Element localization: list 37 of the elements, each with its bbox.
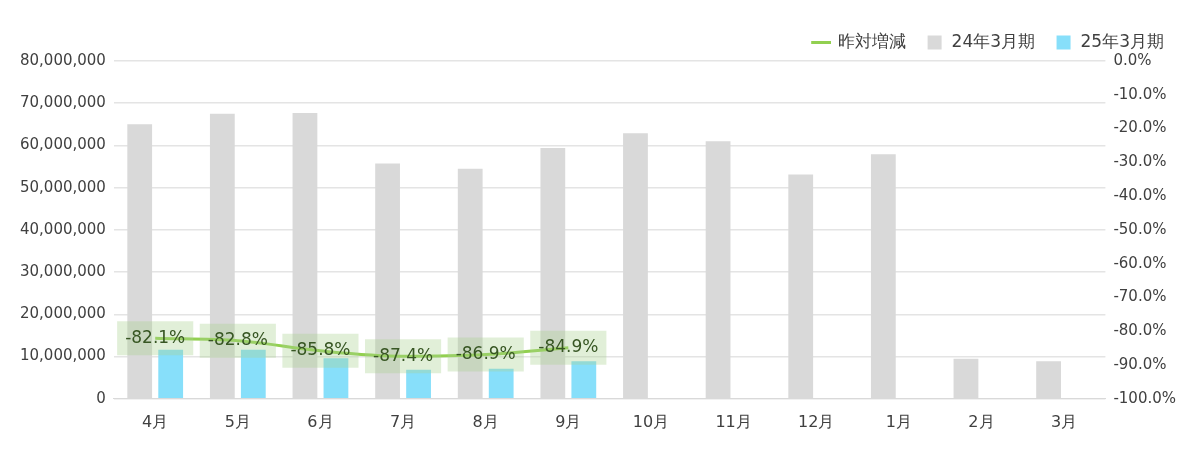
x-tick-label: 3月 xyxy=(1050,411,1078,431)
x-tick-label: 7月 xyxy=(389,411,417,431)
x-tick-label: 8月 xyxy=(472,411,499,431)
x-tick-label: 4月 xyxy=(142,411,169,431)
y2-tick-label: 0.0% xyxy=(1113,50,1152,69)
y2-tick-label: -30.0% xyxy=(1113,152,1167,171)
data-label: -82.1% xyxy=(125,326,186,347)
y-tick-label: 80,000,000 xyxy=(19,50,106,69)
y-tick-label: 70,000,000 xyxy=(19,93,106,112)
y-tick-label: 50,000,000 xyxy=(19,177,106,196)
x-tick-label: 5月 xyxy=(224,411,251,431)
legend-label: 24年3月期 xyxy=(951,30,1036,51)
y2-tick-label: -20.0% xyxy=(1113,118,1167,137)
x-tick-label: 1月 xyxy=(885,411,912,431)
y-tick-label: 60,000,000 xyxy=(19,135,106,154)
x-tick-label: 6月 xyxy=(307,411,334,431)
y-tick-label: 10,000,000 xyxy=(19,346,106,365)
x-tick-label: 2月 xyxy=(968,411,995,431)
y2-tick-label: -70.0% xyxy=(1113,287,1167,306)
y-tick-label: 30,000,000 xyxy=(19,262,106,281)
legend-label: 25年3月期 xyxy=(1080,30,1165,51)
x-tick-label: 10月 xyxy=(632,411,670,431)
y-tick-label: 0 xyxy=(96,388,106,407)
y2-tick-label: -90.0% xyxy=(1113,354,1167,373)
data-label: -84.9% xyxy=(538,336,599,357)
x-tick-label: 9月 xyxy=(555,411,582,431)
y-tick-label: 40,000,000 xyxy=(19,219,106,238)
y2-tick-label: -10.0% xyxy=(1113,84,1167,103)
y2-tick-label: -50.0% xyxy=(1113,219,1167,238)
x-tick-label: 12月 xyxy=(798,411,835,431)
y2-tick-label: -60.0% xyxy=(1113,253,1167,272)
x-tick-label: 11月 xyxy=(715,411,752,431)
y-tick-label: 20,000,000 xyxy=(19,304,106,323)
legend-label: 昨対増減 xyxy=(838,30,907,51)
y2-tick-label: -100.0% xyxy=(1113,388,1176,407)
y2-tick-label: -80.0% xyxy=(1113,321,1167,340)
y2-tick-label: -40.0% xyxy=(1113,186,1167,205)
